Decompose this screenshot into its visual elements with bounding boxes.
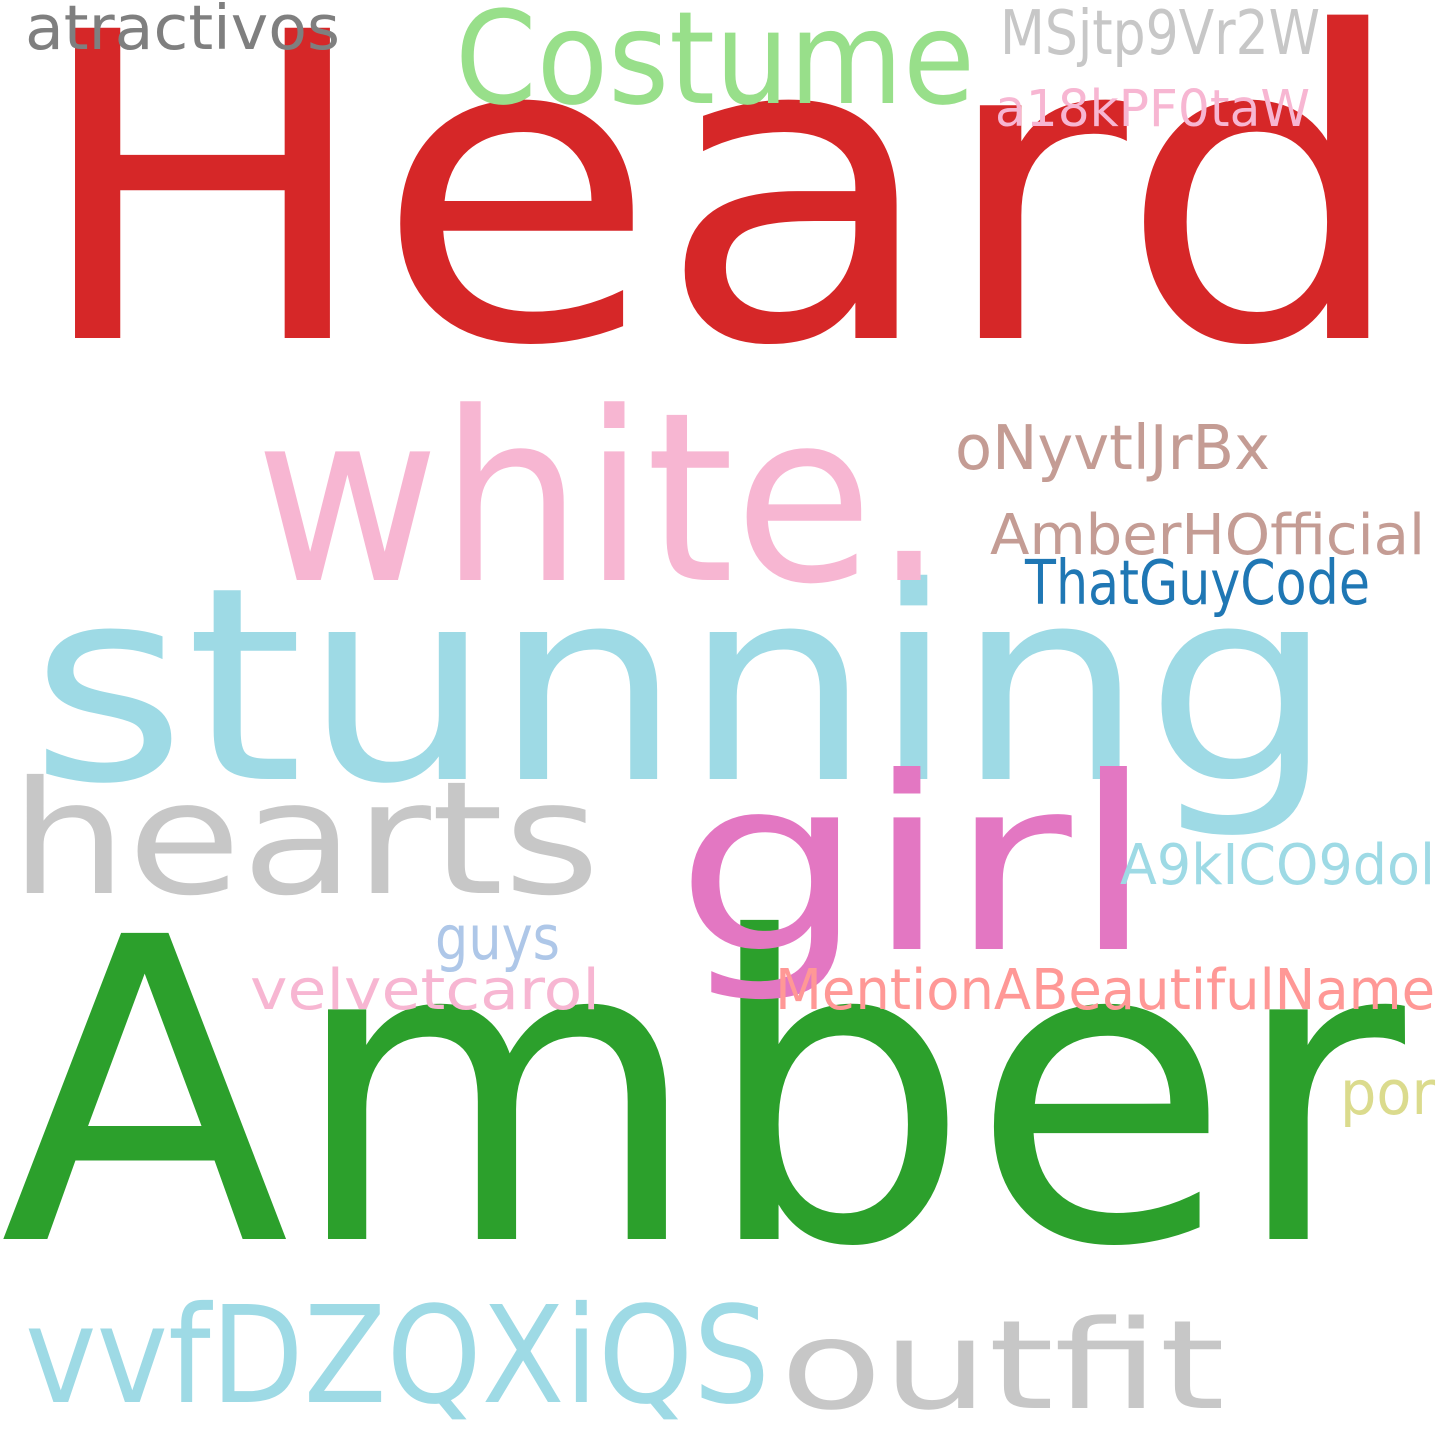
word-mentionabeautifulname: MentionABeautifulName xyxy=(775,963,1435,1019)
word-msjtp9vr2w: MSjtp9Vr2W xyxy=(1000,3,1320,65)
word-costume: Costume xyxy=(455,0,975,123)
word-atractivos: atractivos xyxy=(25,0,340,59)
word-vvfdzqxiqs: vvfDZQXiQS xyxy=(25,1289,770,1423)
word-onyvtljrbx: oNyvtlJrBx xyxy=(955,418,1270,480)
word-a18kpf0taw: a18kPF0taW xyxy=(995,84,1310,134)
word-hearts: hearts xyxy=(10,761,600,918)
word-a9kico9dol: A9kICO9dol xyxy=(1120,838,1435,894)
word-outfit: outfit xyxy=(780,1305,1225,1428)
word-thatguycode: ThatGuyCode xyxy=(1025,553,1370,615)
word-girl: girl xyxy=(675,746,1155,987)
word-white: white. xyxy=(255,382,945,617)
word-por: por xyxy=(1340,1063,1435,1125)
word-velvetcarol: velvetcarol xyxy=(250,963,600,1019)
